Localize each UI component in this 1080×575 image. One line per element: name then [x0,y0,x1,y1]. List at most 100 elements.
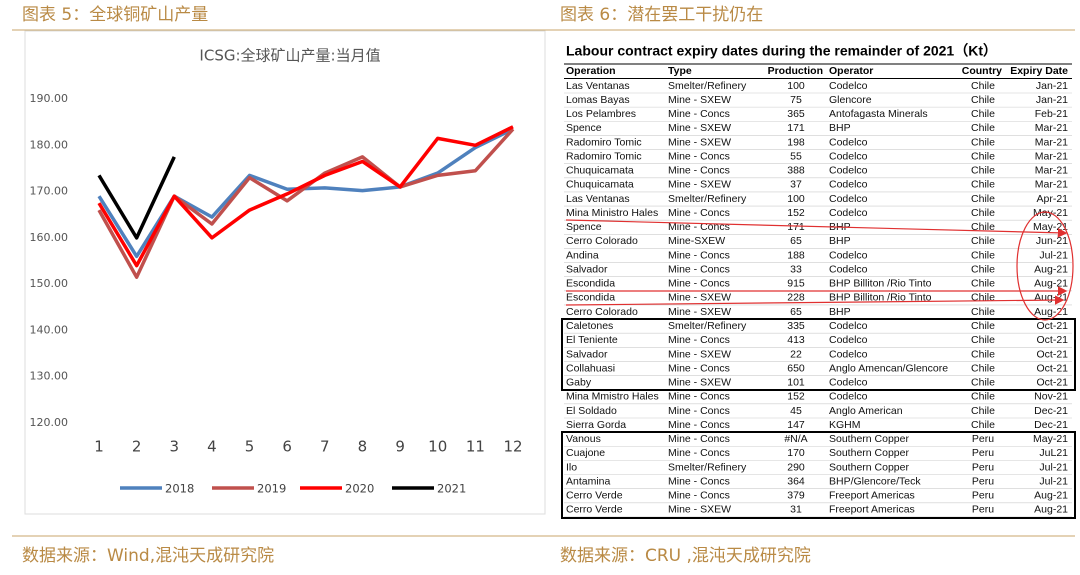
cell: Mine - Concs [668,165,730,177]
cell: 413 [787,334,805,346]
cell: Codelco [829,80,868,92]
cell: Mine - Concs [668,207,730,219]
cell: Freeport Americas [829,490,915,502]
cell: Mine - SXEW [668,179,731,191]
cell: BHP [829,122,851,134]
cell: Oct-21 [1036,377,1068,389]
cell: Peru [972,475,994,487]
x-tick-label: 2 [132,438,142,456]
cell: 65 [790,306,802,318]
column-header: Operation [566,65,616,77]
cell: Mine - Concs [668,334,730,346]
cell: Mine - Concs [668,433,730,445]
cell: Mine - Concs [668,447,730,459]
y-tick-label: 150.00 [30,277,69,290]
cell: Smelter/Refinery [668,461,747,473]
cell: 100 [787,80,805,92]
series-line [97,125,514,268]
legend-label: 2020 [345,482,374,496]
cell: Lomas Bayas [566,94,630,106]
cell: Ilo [566,461,577,473]
cell: Feb-21 [1035,108,1068,120]
cell: Spence [566,122,602,134]
cell: El Teniente [566,334,618,346]
cell: El Soldado [566,405,617,417]
table-title: Labour contract expiry dates during the … [566,43,997,59]
cell: Jul-21 [1039,249,1068,261]
table: Operation Type Production Operator Country Ex… [564,63,1072,518]
column-header: Production [768,65,823,77]
cell: Cerro Colorado [566,235,638,247]
cell: Smelter/Refinery [668,80,747,92]
cell: Aug-21 [1034,278,1068,290]
cell: BHP [829,306,851,318]
cell: Mine - SXEW [668,348,731,360]
cell: Oct-21 [1036,348,1068,360]
cell: Aug-21 [1034,490,1068,502]
cell: Chile [971,348,995,360]
cell: Las Ventanas [566,80,630,92]
cell: 100 [787,193,805,205]
cell: Codelco [829,320,868,332]
cell: Collahuasi [566,362,615,374]
cell: Mine - Concs [668,150,730,162]
cell: Chile [971,207,995,219]
cell: 379 [787,490,805,502]
y-tick-label: 170.00 [30,185,69,198]
cell: Mar-21 [1035,136,1068,148]
x-tick-label: 3 [169,438,179,456]
cell: Mar-21 [1035,165,1068,177]
chart-frame [24,30,546,515]
cell: BHP Billiton /Rio Tinto [829,278,932,290]
cell: Chile [971,165,995,177]
cell: Cuajone [566,447,605,459]
cell: Mine - Concs [668,490,730,502]
column-header: Operator [829,65,873,77]
cell: 147 [787,419,805,431]
cell: #N/A [784,433,807,445]
cell: Peru [972,504,994,516]
cell: Chile [971,278,995,290]
cell: 65 [790,235,802,247]
cell: Aug-21 [1034,306,1068,318]
cell: Chile [971,391,995,403]
cell: Mine - Concs [668,405,730,417]
cell: BHP/Glencore/Teck [829,475,921,487]
column-header: Expiry Date [1010,65,1068,77]
cell: Mine - Concs [668,391,730,403]
column-header: Country [962,65,1002,77]
y-tick-label: 130.00 [30,370,69,383]
source: 数据来源：Wind,混沌天成研究院 [22,546,274,566]
cell: 335 [787,320,805,332]
cell: 198 [787,136,805,148]
cell: Mina Mmistro Hales [566,391,659,403]
cell: Andina [566,249,599,261]
cell: Chile [971,94,995,106]
cell: 55 [790,150,802,162]
cell: Mine - SXEW [668,122,731,134]
cell: Los Pelambres [566,108,636,120]
cell: 171 [787,221,805,233]
x-tick-label: 1 [94,438,104,456]
cell: Codelco [829,179,868,191]
legend-label: 2019 [257,482,286,496]
cell: Mine - SXEW [668,504,731,516]
cell: Mine - Concs [668,419,730,431]
cell: Anglo Amencan/Glencore [829,362,948,374]
cell: Mine - Concs [668,475,730,487]
highlight-box [561,318,1076,391]
cell: Mine - Concs [668,278,730,290]
cell: Chile [971,320,995,332]
cell: Mina Ministro Hales [566,207,658,219]
cell: Codelco [829,165,868,177]
cell: Chile [971,179,995,191]
cell: Chile [971,136,995,148]
cell: Smelter/Refinery [668,193,747,205]
cell: Mine - SXEW [668,377,731,389]
cell: Radomiro Tomic [566,150,642,162]
cell: 188 [787,249,805,261]
cell: Codelco [829,263,868,275]
cell: 650 [787,362,805,374]
cell: Mine - SXEW [668,306,731,318]
series-line [97,127,514,259]
